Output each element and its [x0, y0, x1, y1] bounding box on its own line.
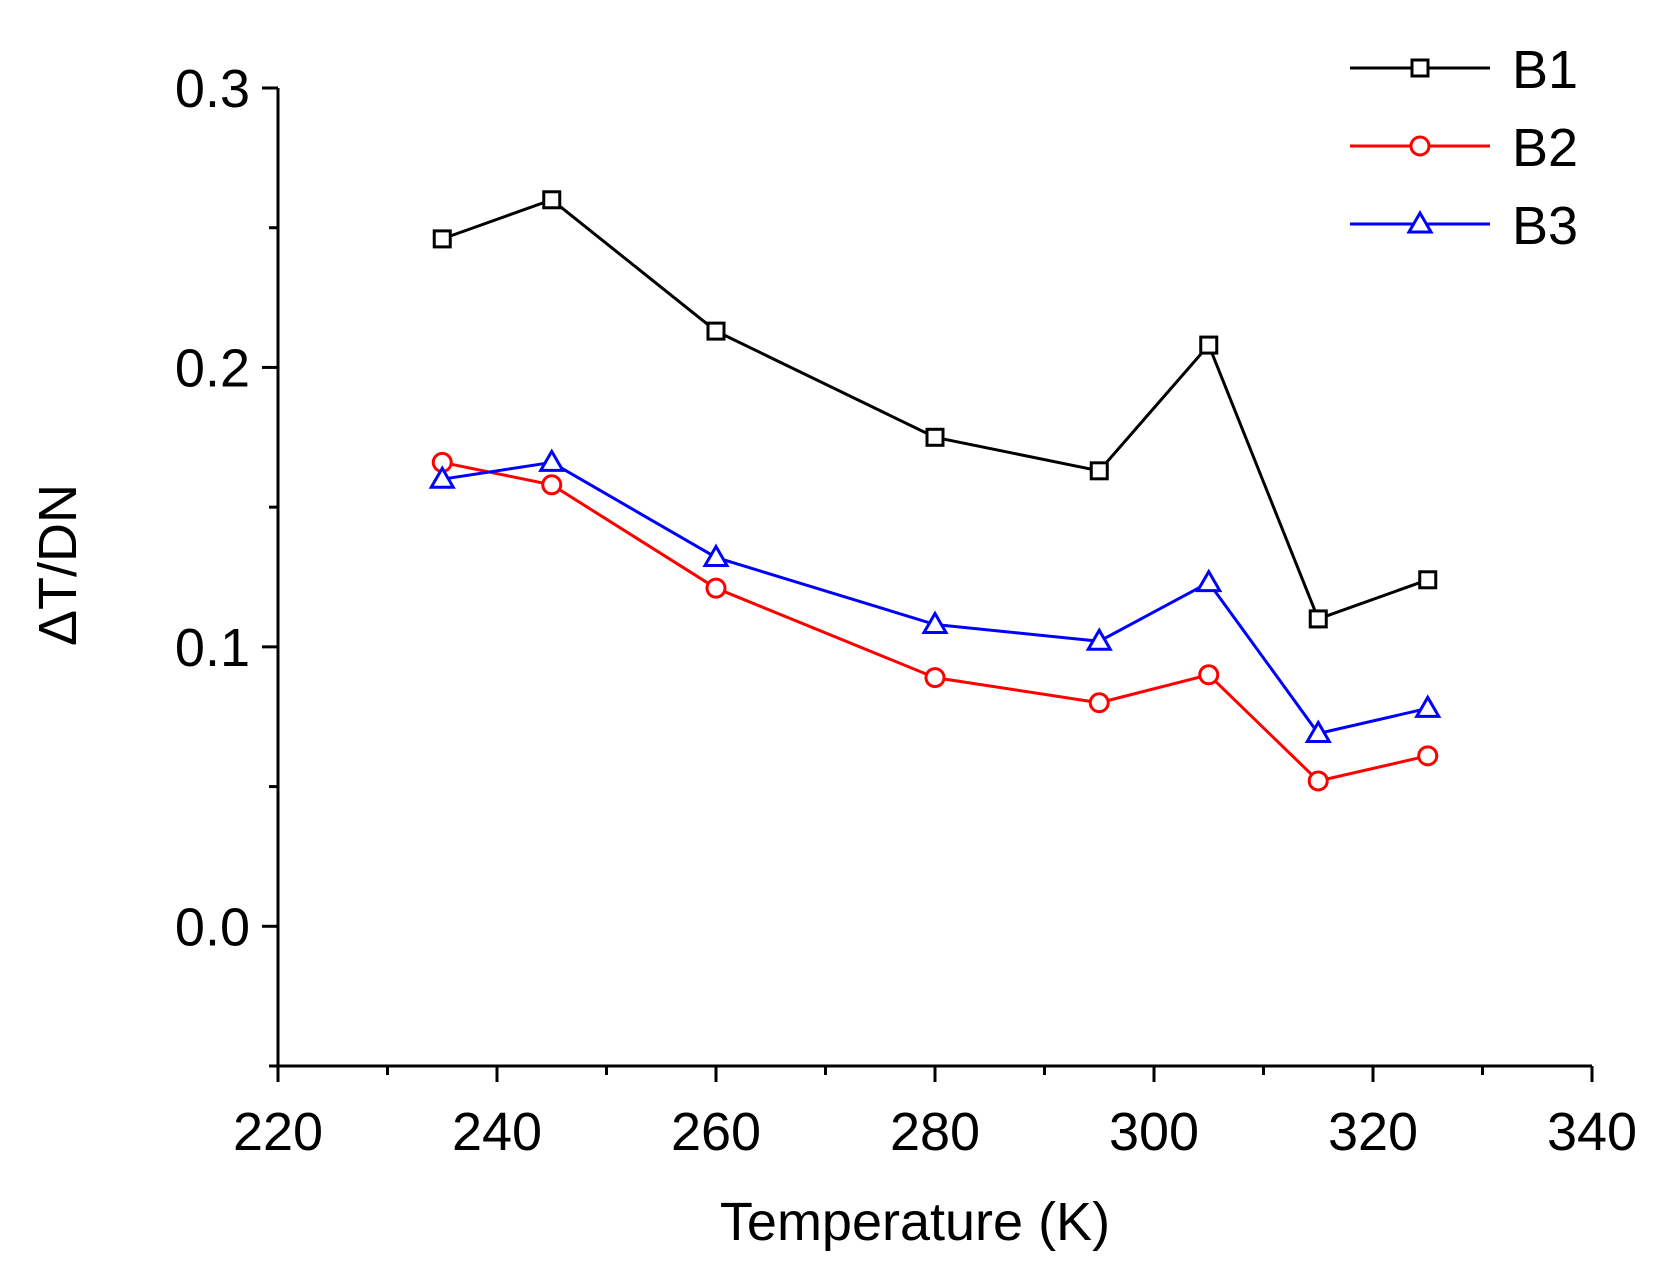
x-axis-title: Temperature (K)	[720, 1192, 1110, 1252]
data-point-b3	[921, 610, 949, 635]
legend: B1 B2 B3	[1350, 40, 1578, 256]
data-point-b3	[1414, 694, 1442, 718]
series-line-b1	[441, 198, 1429, 621]
data-point-b3	[538, 448, 566, 472]
data-point-b2	[924, 667, 946, 689]
data-point-b2	[1088, 692, 1110, 714]
x-tick-label: 240	[452, 1102, 542, 1162]
legend-label: B2	[1512, 118, 1578, 178]
data-point-b1	[542, 190, 562, 210]
y-tick-label: 0.2	[175, 338, 250, 398]
legend-item-b1: B1	[1350, 40, 1578, 100]
legend-label: B3	[1512, 196, 1578, 256]
data-point-b3	[1304, 719, 1332, 743]
data-point-b1	[925, 427, 945, 447]
series-line-b2	[441, 460, 1429, 783]
data-point-b1	[1418, 570, 1438, 590]
legend-label: B1	[1512, 40, 1578, 100]
axes: 220 240 260 280 300 320 340 0.0 0.1 0.2 0.3	[175, 59, 1637, 1162]
legend-item-b3: B3	[1350, 196, 1578, 256]
legend-marker-square-icon	[1410, 58, 1430, 78]
series-line-b3	[442, 460, 1429, 735]
x-tick-label: 260	[671, 1102, 761, 1162]
data-point-b2	[1417, 745, 1439, 767]
data-point-b3	[428, 465, 456, 489]
data-point-b1	[706, 321, 726, 341]
data-point-b3	[1195, 568, 1223, 593]
legend-marker-triangle-icon	[1406, 210, 1434, 234]
data-point-b1	[1199, 335, 1219, 355]
legend-marker-circle-icon	[1409, 135, 1431, 157]
x-tick-label: 220	[233, 1102, 323, 1162]
data-point-b1	[432, 229, 452, 249]
x-tick-label: 320	[1328, 1102, 1418, 1162]
data-point-b2	[1198, 664, 1220, 686]
data-point-b1	[1308, 609, 1328, 629]
legend-item-b2: B2	[1350, 118, 1578, 178]
data-point-b1	[1089, 461, 1109, 481]
x-tick-label: 280	[890, 1102, 980, 1162]
y-tick-label: 0.3	[175, 59, 250, 119]
y-tick-label: 0.1	[175, 618, 250, 678]
data-point-b3	[1085, 627, 1113, 651]
y-tick-label: 0.0	[175, 897, 250, 957]
data-point-b2	[705, 577, 727, 599]
x-tick-label: 300	[1109, 1102, 1199, 1162]
data-point-b3	[702, 543, 730, 567]
series-b2	[431, 451, 1439, 792]
plot-area	[428, 190, 1442, 792]
y-axis-title: ΔT/DN	[28, 484, 88, 646]
data-point-b2	[541, 474, 563, 496]
series-b1	[432, 190, 1438, 629]
data-point-b2	[1307, 770, 1329, 792]
x-tick-label: 340	[1547, 1102, 1637, 1162]
series-b3	[428, 448, 1442, 743]
